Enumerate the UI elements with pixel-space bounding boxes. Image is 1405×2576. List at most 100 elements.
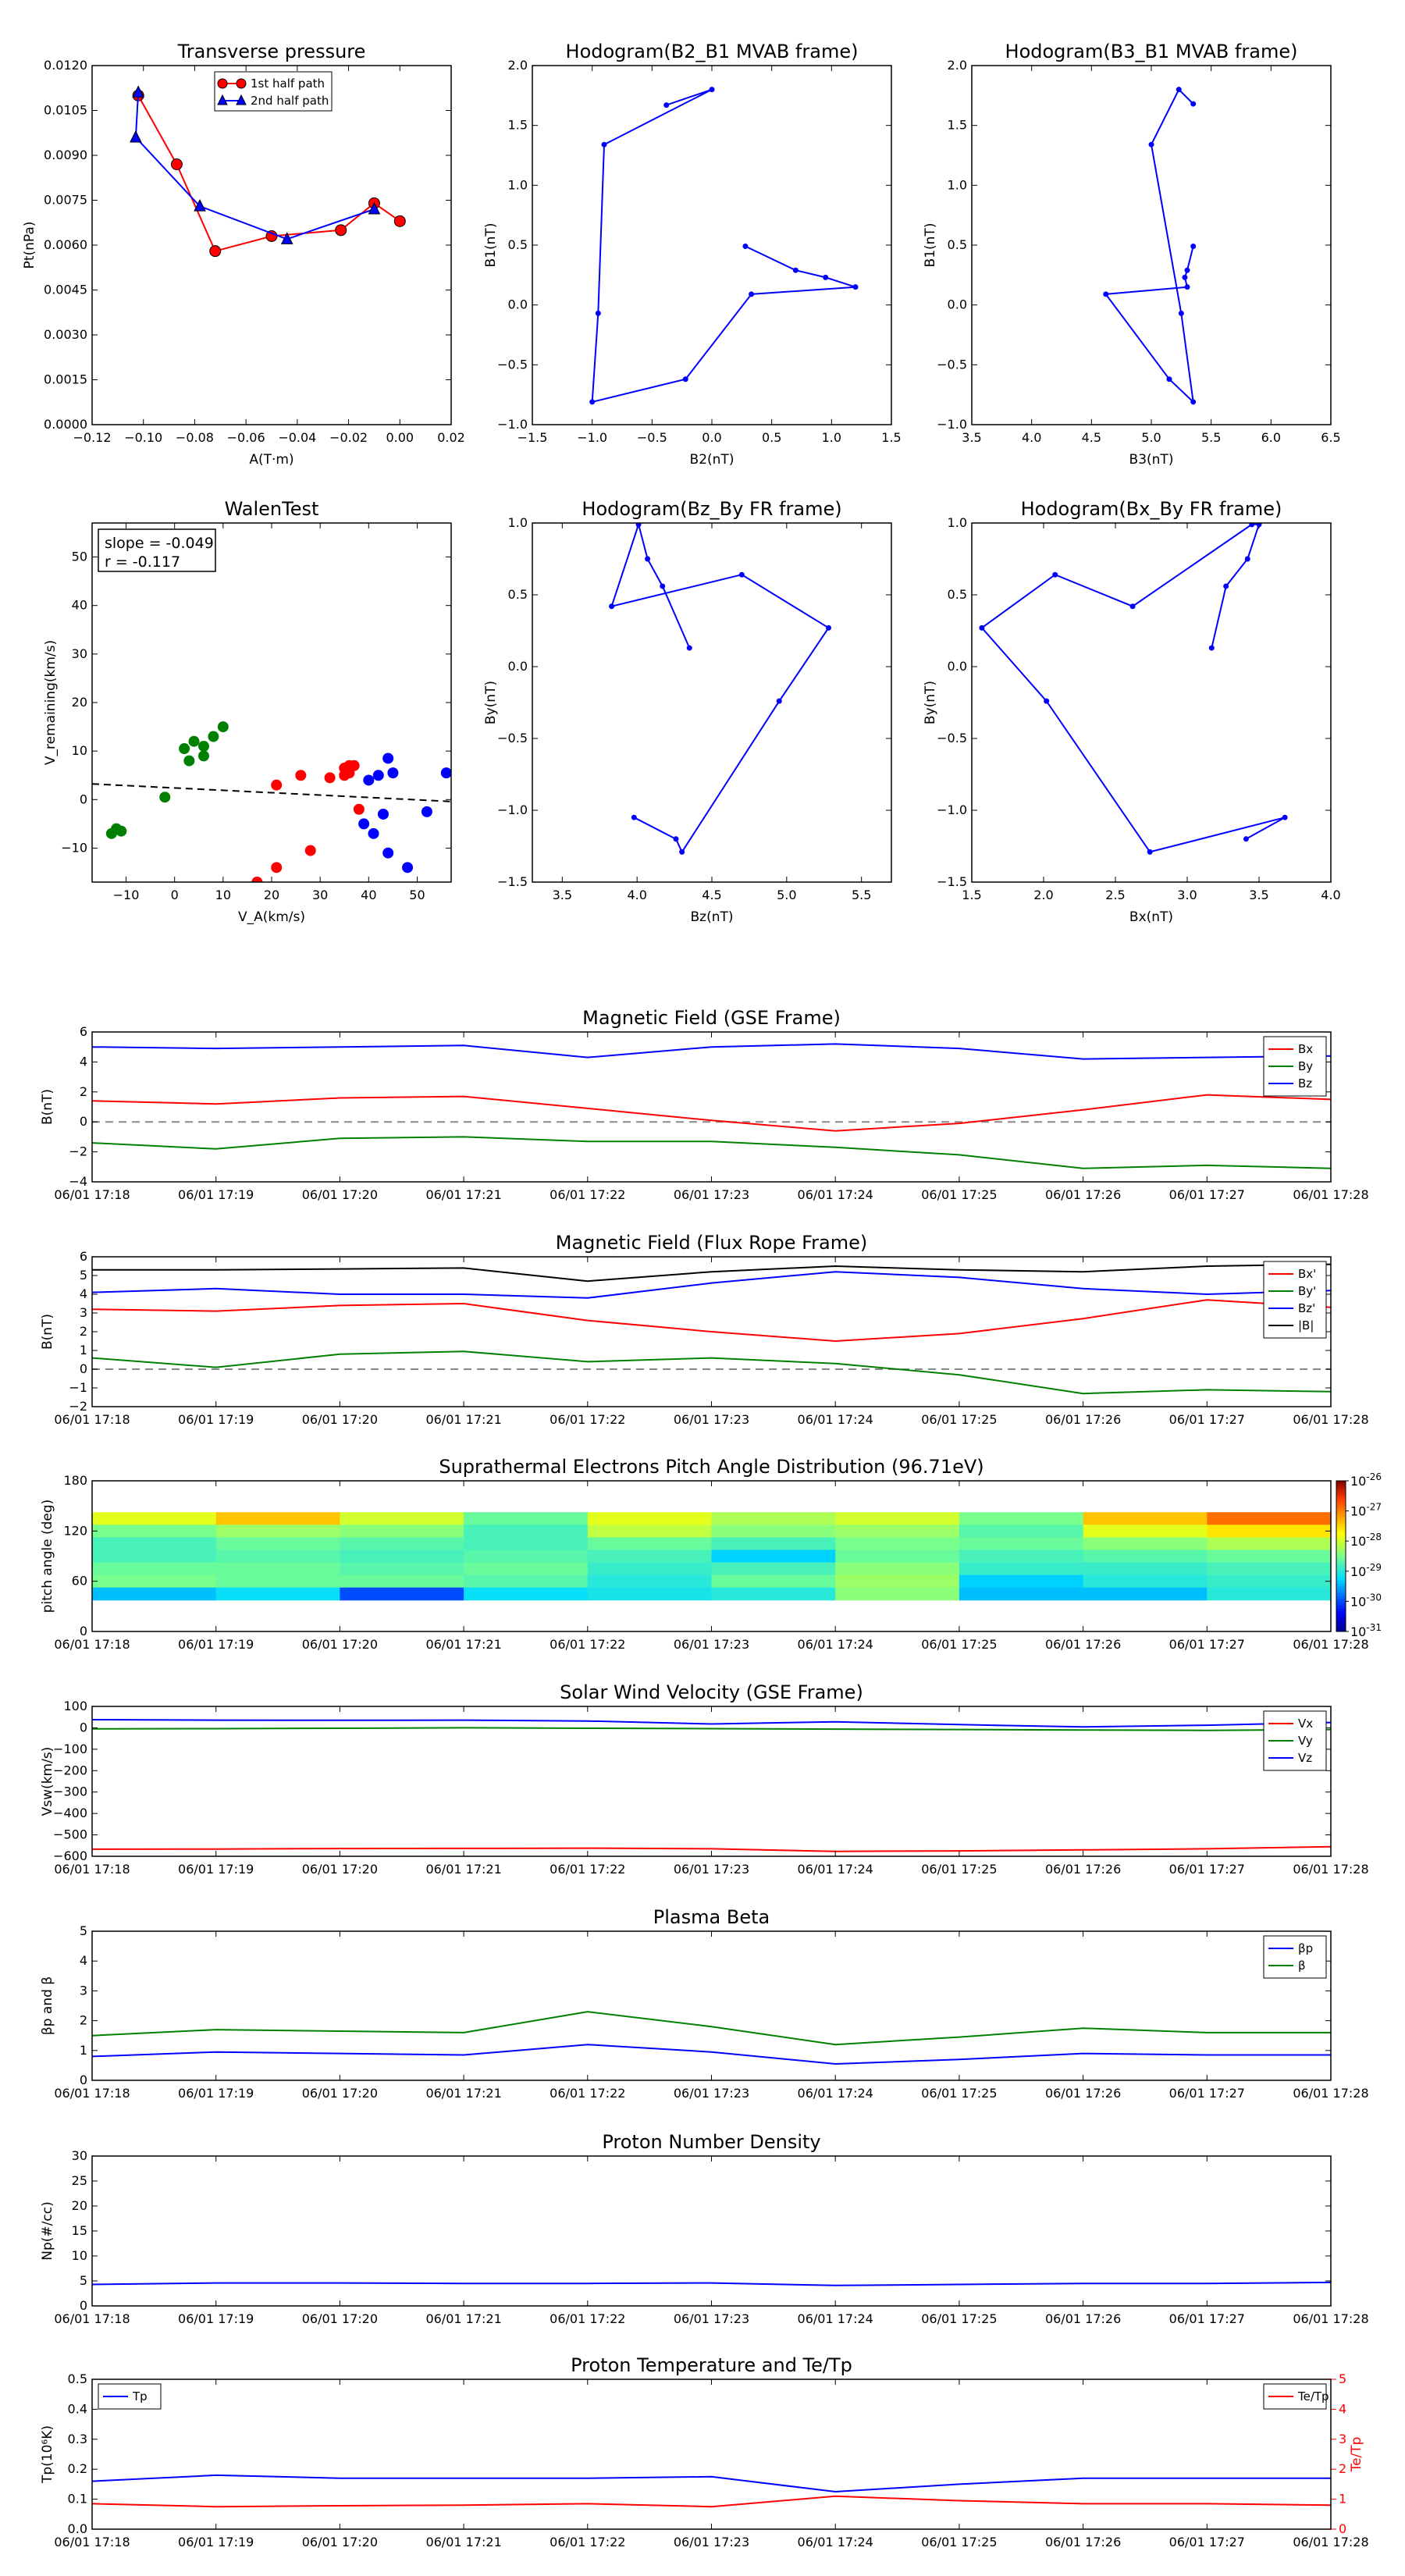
data-point [1282, 814, 1288, 820]
series-line-3 [92, 1263, 1331, 1283]
y-tick-label: 10 [72, 2248, 87, 2263]
colorbar-segment [1336, 1483, 1346, 1486]
x-tick-label: 06/01 17:19 [178, 1862, 254, 1877]
y-axis-label: Np(#/cc) [40, 2201, 55, 2260]
x-tick-label: −0.06 [227, 430, 265, 445]
y-tick-label: 1 [80, 2043, 87, 2058]
y-axis-label: B1(nT) [483, 223, 499, 268]
y-tick-label: 0.5 [948, 587, 967, 602]
heatmap-cell [340, 1550, 464, 1564]
x-axis-label: Bx(nT) [1129, 909, 1173, 925]
y-tick-label: 0.4 [68, 2401, 87, 2416]
legend-label: Tp [132, 2389, 148, 2403]
heatmap-cell [215, 1525, 340, 1538]
x-tick-label: 06/01 17:24 [798, 1187, 873, 1202]
x-tick-label: 06/01 17:25 [921, 2535, 997, 2549]
legend-label: Te/Tp [1297, 2389, 1329, 2403]
y-tick-label: 0 [80, 2298, 87, 2313]
plot-frame [91, 1256, 1332, 1407]
data-point [645, 556, 651, 562]
y-tick-label: 0 [80, 2073, 87, 2087]
data-point [749, 291, 755, 297]
heatmap-cell [1207, 1525, 1331, 1538]
colorbar-base: 10 [1350, 1564, 1366, 1579]
colorbar-segment [1336, 1564, 1346, 1567]
y-tick-label: 1.0 [948, 515, 967, 530]
y-tick-label: 20 [72, 695, 87, 710]
x-tick-label: 06/01 17:26 [1045, 1187, 1121, 1202]
legend-label: Bx' [1298, 1267, 1316, 1281]
legend: 1st half path 2nd half path [214, 71, 333, 112]
legend-frame [214, 71, 333, 112]
heatmap-cell [711, 1537, 836, 1550]
data-point [280, 232, 293, 244]
plot-area [589, 87, 859, 405]
x-tick-label: −0.04 [278, 430, 316, 445]
colorbar-exponent: -27 [1366, 1502, 1382, 1513]
data-point [1166, 376, 1172, 382]
x-tick-label: 06/01 17:26 [1045, 1637, 1121, 1652]
y-tick-label: 0.0030 [44, 327, 87, 342]
right-y-tick-label: 0 [1339, 2521, 1346, 2536]
series-line-0 [92, 2281, 1331, 2286]
y-tick-label: 3 [80, 1305, 87, 1320]
legend-label: Bz [1298, 1076, 1312, 1091]
panel-title: Proton Temperature and Te/Tp [571, 2354, 852, 2376]
colorbar-segment [1336, 1558, 1346, 1562]
y-tick-label: 3 [80, 1983, 87, 1998]
data-point [1243, 836, 1249, 842]
data-point [792, 267, 799, 273]
heatmap-cell [92, 1587, 217, 1601]
data-point [1223, 583, 1229, 589]
heatmap-cell [959, 1512, 1084, 1525]
annotation-line: slope = -0.049 [105, 535, 214, 552]
x-tick-label: 06/01 17:22 [550, 1637, 625, 1652]
data-point [635, 523, 642, 528]
plot-area [609, 523, 831, 855]
data-point [421, 806, 432, 817]
panel-title: Suprathermal Electrons Pitch Angle Distr… [439, 1456, 984, 1478]
chart-title: Hodogram(Bx_By FR frame) [1021, 498, 1282, 520]
y-tick-label: 0 [80, 1114, 87, 1129]
legend-label: Bx [1298, 1042, 1313, 1056]
y-tick-label: 2.0 [948, 58, 967, 73]
plot-area [92, 2474, 1331, 2508]
y-tick-label: 1.5 [508, 118, 528, 133]
x-tick-label: 6.5 [1321, 430, 1340, 445]
data-point [1256, 523, 1262, 528]
data-point [159, 792, 171, 803]
y-tick-label: 25 [72, 2173, 87, 2188]
data-point [660, 583, 666, 589]
x-tick-label: 06/01 17:25 [921, 2086, 997, 2101]
y-tick-label: 120 [63, 1523, 87, 1538]
colorbar-base: 10 [1350, 1474, 1366, 1489]
data-point [1244, 556, 1250, 562]
y-tick-label: 100 [63, 1699, 87, 1713]
right-y-axis-label: Te/Tp [1349, 2437, 1364, 2473]
y-axis-label: Tp(10⁶K) [40, 2425, 55, 2484]
chart-title: Hodogram(B2_B1 MVAB frame) [566, 41, 859, 62]
data-point [393, 215, 406, 227]
plot-frame [971, 522, 1332, 883]
x-tick-label: 06/01 17:25 [921, 1412, 997, 1427]
y-tick-label: −1.5 [497, 874, 528, 889]
colorbar-segment [1336, 1531, 1346, 1535]
heatmap-cell [959, 1550, 1084, 1564]
colorbar-segment [1336, 1583, 1346, 1587]
y-tick-label: 0.0 [508, 297, 528, 312]
series-line-1 [92, 1136, 1331, 1169]
colorbar-segment [1336, 1626, 1346, 1630]
colorbar-frame [1336, 1480, 1346, 1632]
y-tick-label: −300 [53, 1784, 87, 1799]
plot-area [1103, 87, 1197, 405]
chart-walen: WalenTest −10 0 10 20 30 40 50 −10 0 10 20 30 40 50 V_A… [43, 498, 452, 925]
legend-label: |B| [1298, 1318, 1314, 1332]
data-point [1190, 399, 1197, 405]
data-point [1249, 523, 1255, 528]
chart-title: Hodogram(Bz_By FR frame) [582, 498, 841, 520]
y-tick-label: 5 [80, 1923, 87, 1938]
x-tick-label: 06/01 17:26 [1045, 2086, 1121, 2101]
chart-title: Hodogram(B3_B1 MVAB frame) [1005, 41, 1298, 62]
legend-label: 2nd half path [251, 94, 329, 108]
colorbar-segment [1336, 1548, 1346, 1552]
